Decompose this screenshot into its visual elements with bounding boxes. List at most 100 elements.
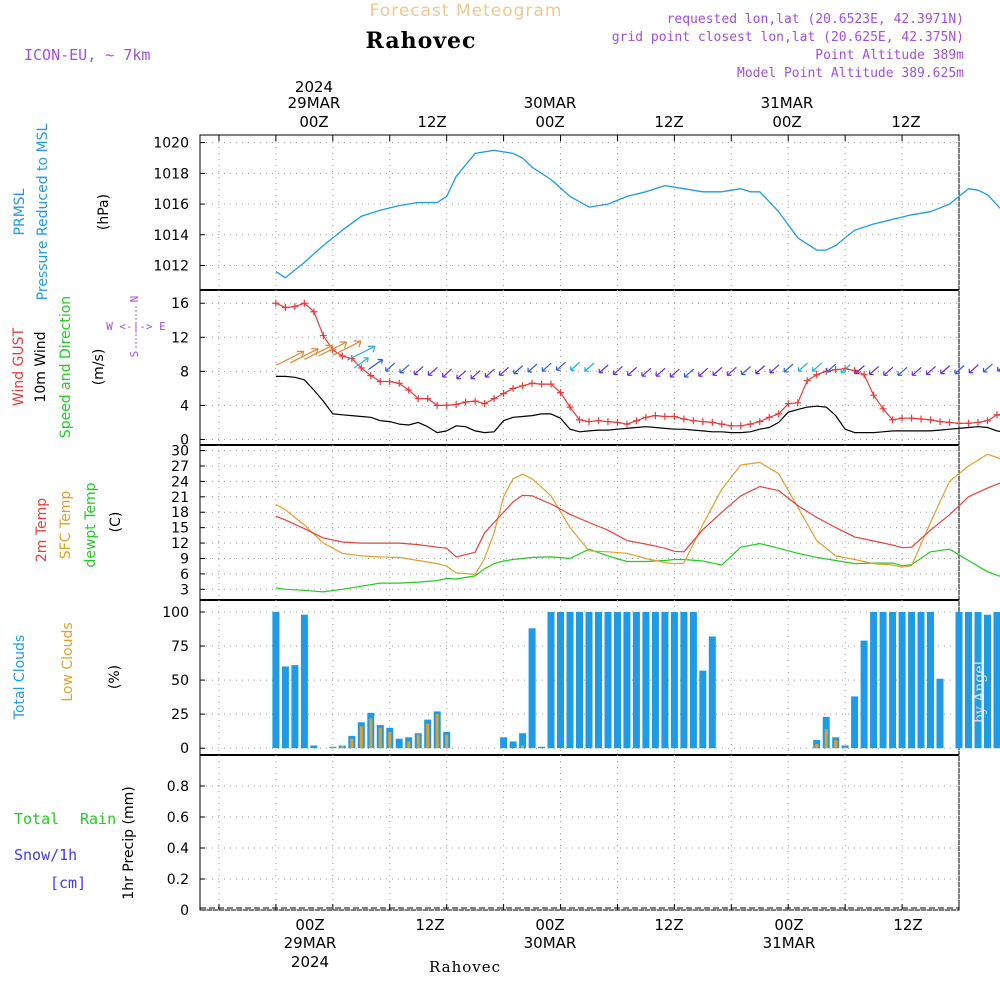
- wind-arrow-shaft: [499, 366, 509, 376]
- total-cloud-bar: [632, 612, 640, 749]
- wind-arrow: [655, 367, 666, 377]
- total-cloud-bar: [557, 612, 564, 749]
- wind-arrow: [740, 366, 751, 376]
- y-tick-label: 0.2: [167, 872, 189, 888]
- low-cloud-bar: [824, 729, 828, 749]
- wind-arrow: [897, 366, 908, 376]
- wind-arrow-head: [698, 372, 703, 377]
- gust-marker: [661, 412, 669, 420]
- wind-arrow-shaft: [897, 366, 908, 376]
- gust-marker: [756, 418, 764, 426]
- wind-arrow: [755, 365, 766, 375]
- wind-arrow: [470, 370, 481, 380]
- wind-arrow-shaft: [353, 357, 369, 369]
- wind-arrow-shaft: [968, 364, 979, 374]
- label-dewpt-temp: dewpt Temp: [83, 482, 99, 567]
- gust-marker: [946, 418, 954, 426]
- wind-arrow-shaft: [570, 361, 581, 371]
- gust-marker: [794, 399, 802, 407]
- gust-marker: [414, 395, 422, 403]
- low-cloud-bar: [378, 727, 382, 749]
- total-cloud-bar: [585, 612, 593, 749]
- gust-marker: [509, 384, 517, 392]
- top-year: 2024: [295, 78, 333, 96]
- wind-arrow-head: [570, 366, 575, 371]
- wind-arrow-head: [377, 358, 384, 364]
- gust-marker: [443, 401, 451, 409]
- top-time-axis: 2024 29MAR 30MAR 31MAR 00Z 12Z 00Z 12Z 0…: [288, 78, 921, 131]
- gust-marker: [889, 416, 897, 424]
- label-c-unit: (C): [108, 512, 124, 533]
- y-tick-label: 0.6: [167, 810, 189, 826]
- bottom-tick-12z-31: 12Z: [893, 916, 922, 934]
- panel-temperature: [199, 444, 960, 601]
- wind-arrow-head: [598, 368, 604, 374]
- y-tick-label: 16: [171, 296, 189, 312]
- gust-marker: [851, 366, 859, 374]
- wind-arrow-head: [413, 370, 419, 376]
- wind-arrow: [797, 362, 808, 372]
- wind-arrow-head: [339, 341, 348, 349]
- wind-arrow-head: [655, 372, 661, 377]
- y-tick-label: 1020: [153, 136, 189, 152]
- total-cloud-bar: [642, 612, 650, 749]
- total-cloud-bar: [984, 614, 991, 749]
- total-cloud-bar: [917, 612, 925, 749]
- total-cloud-bar: [993, 612, 1000, 749]
- wind-arrow-head: [527, 367, 533, 373]
- gust-marker: [908, 414, 916, 422]
- wind-arrow-shaft: [983, 363, 993, 373]
- wind-arrow-head: [826, 367, 831, 373]
- low-cloud-bar: [426, 723, 430, 749]
- gust-marker: [310, 308, 318, 316]
- wind-arrow: [304, 344, 333, 360]
- total-cloud-bar: [661, 612, 669, 749]
- gust-marker: [746, 420, 754, 428]
- y-tick-label: 50: [171, 673, 189, 689]
- total-cloud-bar: [395, 738, 403, 749]
- y-tick-label: 75: [171, 639, 189, 655]
- y-tick-label: 12: [171, 330, 189, 346]
- y-tick-label: 8: [180, 364, 189, 380]
- wind-arrow-shaft: [275, 350, 305, 366]
- label-wind-gust: Wind GUST: [11, 327, 27, 406]
- label-hpa-unit: (hPa): [96, 194, 112, 230]
- wind-arrow: [783, 363, 794, 373]
- wind-arrow: [826, 363, 837, 373]
- low-cloud-bar: [350, 738, 354, 749]
- wind-arrow-head: [854, 369, 860, 375]
- compass-south: S: [128, 351, 141, 358]
- y-tick-label: 6: [180, 567, 189, 583]
- gust-marker: [367, 372, 375, 380]
- wind-arrow-shaft: [613, 366, 623, 375]
- top-tick-12z-29: 12Z: [417, 113, 446, 131]
- total-cloud-bar: [538, 746, 545, 749]
- gust-marker: [433, 401, 441, 409]
- wind-arrow-shaft: [368, 359, 383, 371]
- watermark: by Angel: [972, 660, 988, 723]
- wind-arrow: [641, 367, 652, 377]
- total-cloud-bar: [965, 612, 972, 749]
- wind-arrow-head: [363, 357, 369, 362]
- gust-marker: [481, 400, 489, 408]
- gust-marker: [604, 418, 612, 426]
- series-lines: [200, 149, 1000, 909]
- total-cloud-bar: [870, 612, 878, 749]
- gust-marker: [272, 299, 280, 307]
- wind-arrow-shaft: [541, 362, 552, 372]
- total-cloud-bar: [955, 612, 963, 749]
- gust-marker: [319, 332, 327, 340]
- gust-marker: [547, 380, 555, 388]
- wind-arrow-head: [399, 368, 404, 374]
- wind-arrow: [684, 368, 695, 378]
- total-cloud-bar: [604, 612, 612, 749]
- label-cm: [cm]: [50, 874, 86, 892]
- gust-marker: [424, 395, 432, 403]
- total-cloud-bar: [879, 612, 887, 749]
- gust-marker: [594, 417, 602, 425]
- gust-marker: [680, 415, 688, 423]
- wind-arrow: [883, 366, 894, 376]
- y-tick-label: 0: [180, 741, 189, 757]
- low-cloud-bar: [815, 744, 819, 749]
- wind-direction-arrows: [275, 340, 1000, 380]
